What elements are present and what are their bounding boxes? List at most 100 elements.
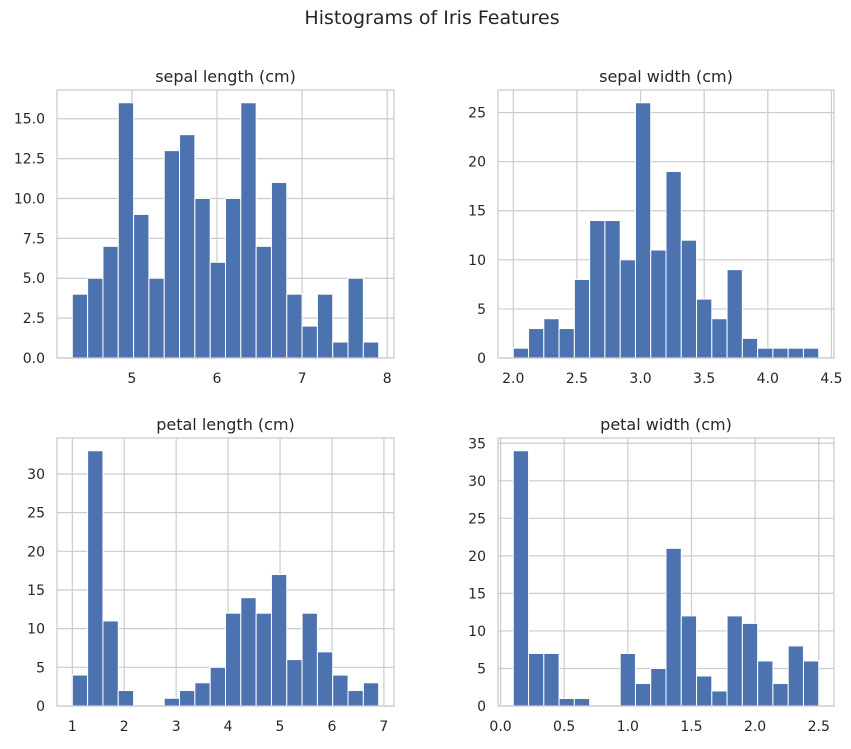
petal-length-y-tick-label: 25 [27, 506, 45, 522]
sepal-length-bar [133, 213, 150, 359]
petal-length-bar [286, 659, 303, 707]
petal-length-bar [209, 666, 227, 707]
petal-width-bar [573, 697, 591, 707]
sepal-width-x-tick-label: 3.0 [629, 371, 651, 387]
petal-width-y-tick-label: 15 [468, 586, 486, 602]
sepal-width-axes-frame [497, 89, 835, 359]
petal-width-bar [802, 660, 820, 707]
petal-width-bar [512, 450, 530, 707]
petal-width-panel: petal width (cm) 0.0 0.5 1.0 1.5 2.0 2.5 0 5 10 15… [468, 415, 835, 735]
petal-width-x-tick-label: 2.5 [808, 719, 830, 735]
sepal-length-bar [316, 293, 334, 359]
petal-width-axes-frame [497, 437, 835, 707]
petal-length-bar [255, 612, 272, 707]
sepal-width-x-tick-label: 3.5 [693, 371, 715, 387]
sepal-width-bar [787, 347, 804, 359]
sepal-length-x-tick-label: 6 [213, 371, 222, 387]
sepal-width-bar [680, 239, 698, 359]
petal-width-y-tick-label: 0 [477, 699, 486, 715]
sepal-length-bar [117, 102, 135, 359]
petal-width-bar [665, 547, 682, 707]
petal-width-y-tick-label: 35 [468, 436, 486, 452]
petal-width-bar [558, 697, 575, 707]
sepal-width-bar [512, 347, 530, 359]
sepal-length-bar [163, 150, 181, 359]
sepal-length-bar [209, 261, 227, 359]
sepal-length-bar [102, 245, 119, 359]
petal-width-bar [726, 615, 743, 707]
petal-width-bar [543, 652, 560, 707]
sepal-width-y-tick-label: 5 [477, 302, 486, 318]
petal-length-bar [194, 682, 211, 707]
petal-width-x-tick-label: 0.0 [489, 719, 511, 735]
petal-length-x-tick-label: 5 [276, 719, 285, 735]
petal-width-bar [772, 682, 789, 707]
sepal-width-x-tick-label: 2.0 [502, 371, 524, 387]
sepal-length-x-tick-label: 5 [127, 371, 136, 387]
petal-width-title: petal width (cm) [600, 415, 732, 434]
sepal-length-y-tick-label: 7.5 [23, 231, 45, 247]
sepal-width-x-tick-label: 4.0 [757, 371, 779, 387]
petal-length-bar [71, 674, 89, 707]
petal-width-x-tick-label: 1.0 [617, 719, 639, 735]
sepal-width-x-tick-label: 4.5 [820, 371, 842, 387]
sepal-width-bar [619, 259, 636, 359]
sepal-width-bar [604, 220, 621, 359]
sepal-length-bar [240, 102, 257, 359]
sepal-length-x-tick-label: 7 [298, 371, 307, 387]
sepal-width-bar [634, 102, 652, 359]
petal-length-x-tick-label: 3 [172, 719, 181, 735]
sepal-width-y-tick-label: 25 [468, 106, 486, 122]
petal-length-title: petal length (cm) [156, 415, 295, 434]
petal-width-x-tick-label: 2.0 [744, 719, 766, 735]
sepal-length-bar [332, 341, 349, 359]
sepal-width-bar [802, 347, 820, 359]
sepal-width-y-tick-label: 10 [468, 253, 486, 269]
sepal-width-bar [772, 347, 789, 359]
petal-length-panel: petal length (cm) 1 2 3 4 5 6 7 0 5 10 15 20 25 30 [27, 415, 395, 735]
petal-length-bar [102, 620, 119, 707]
petal-length-bar [225, 612, 242, 707]
petal-length-bar [240, 597, 257, 707]
petal-length-y-tick-label: 15 [27, 583, 45, 599]
sepal-length-x-tick-label: 8 [383, 371, 392, 387]
sepal-width-panel: sepal width (cm) 2.0 2.5 3.0 3.5 4.0 4.5 0 5 10 15… [468, 67, 842, 387]
petal-length-axes-frame [56, 437, 395, 707]
petal-length-bar [347, 690, 364, 707]
petal-width-bar [680, 615, 698, 707]
sepal-width-y-tick-label: 0 [477, 351, 486, 367]
sepal-width-y-tick-label: 20 [468, 155, 486, 171]
sepal-length-title: sepal length (cm) [155, 67, 296, 86]
petal-width-x-tick-label: 1.5 [680, 719, 702, 735]
petal-length-x-tick-label: 4 [224, 719, 233, 735]
petal-width-y-tick-label: 10 [468, 624, 486, 640]
petal-length-bar [362, 682, 380, 707]
figure-title: Histograms of Iris Features [304, 7, 559, 29]
sepal-length-bar [179, 134, 196, 359]
sepal-length-bar [148, 277, 165, 359]
petal-length-bar [301, 612, 318, 707]
petal-length-bar [316, 651, 334, 707]
petal-length-y-tick-label: 0 [36, 699, 45, 715]
petal-width-bar [696, 675, 713, 707]
sepal-width-bar [650, 249, 667, 359]
sepal-width-bar [665, 170, 682, 359]
petal-width-y-tick-label: 25 [468, 511, 486, 527]
sepal-width-bar [726, 269, 743, 359]
petal-length-bar [270, 574, 288, 707]
petal-length-bar [179, 690, 196, 707]
sepal-width-title: sepal width (cm) [599, 67, 733, 86]
petal-length-bar [117, 690, 135, 707]
sepal-width-bar [741, 337, 759, 359]
sepal-length-bar [362, 341, 380, 359]
petal-length-x-tick-label: 6 [327, 719, 336, 735]
sepal-width-bar [696, 298, 713, 359]
sepal-width-bar [573, 278, 591, 359]
petal-length-x-tick-label: 7 [379, 719, 388, 735]
sepal-length-bar [270, 182, 288, 359]
petal-length-y-tick-label: 10 [27, 622, 45, 638]
sepal-length-y-tick-label: 12.5 [14, 152, 45, 168]
sepal-length-y-tick-label: 0.0 [23, 351, 45, 367]
petal-length-x-tick-label: 1 [68, 719, 77, 735]
